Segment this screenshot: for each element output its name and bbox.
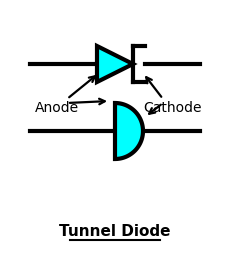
Text: Tunnel Diode: Tunnel Diode	[59, 224, 170, 239]
Text: Cathode: Cathode	[143, 101, 201, 115]
Text: Anode: Anode	[35, 101, 79, 115]
Polygon shape	[97, 46, 132, 82]
Polygon shape	[114, 103, 142, 159]
